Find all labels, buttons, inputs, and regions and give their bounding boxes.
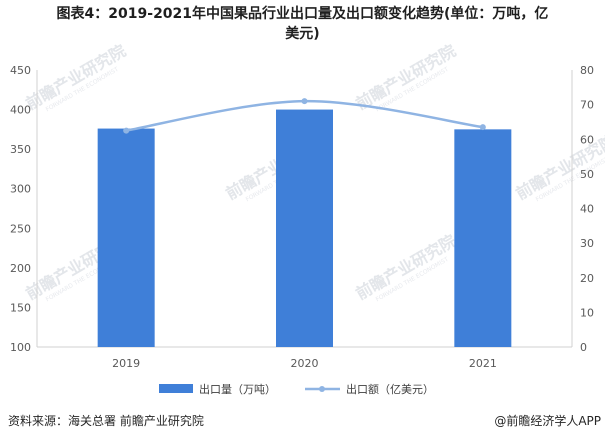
x-tick-label: 2019 bbox=[112, 357, 140, 370]
bar bbox=[454, 129, 512, 347]
source-note: 资料来源：海关总署 前瞻产业研究院 bbox=[8, 414, 204, 428]
y-left-tick-label: 100 bbox=[10, 341, 31, 354]
y-right-tick-label: 0 bbox=[580, 341, 587, 354]
y-left-tick-label: 350 bbox=[10, 143, 31, 156]
brand-credit: @前瞻经济学人APP bbox=[494, 414, 601, 428]
y-right-tick-label: 10 bbox=[580, 306, 594, 319]
y-right-tick-label: 60 bbox=[580, 133, 594, 146]
y-right-tick-label: 50 bbox=[580, 168, 594, 181]
y-left-tick-label: 450 bbox=[10, 64, 31, 77]
y-right-tick-label: 20 bbox=[580, 272, 594, 285]
watermark-text: 前瞻产业研究院 bbox=[353, 231, 460, 303]
line-point bbox=[301, 98, 308, 105]
watermark-text: 前瞻产业研究院 bbox=[23, 41, 130, 113]
y-left-tick-label: 300 bbox=[10, 183, 31, 196]
watermark-text: 前瞻产业研究院 bbox=[353, 41, 460, 113]
y-right-tick-label: 30 bbox=[580, 237, 594, 250]
y-right-tick-label: 40 bbox=[580, 203, 594, 216]
chart-title-line-2: 美元) bbox=[285, 26, 320, 42]
legend-line-marker bbox=[319, 386, 325, 392]
bar bbox=[276, 109, 333, 347]
y-left-tick-label: 400 bbox=[10, 104, 31, 117]
x-tick-label: 2020 bbox=[291, 357, 319, 370]
legend-line-label: 出口额（亿美元） bbox=[346, 382, 434, 396]
legend-bar-label: 出口量（万吨） bbox=[199, 382, 276, 396]
bar bbox=[97, 128, 155, 347]
line-point bbox=[479, 124, 486, 131]
chart-title-line-1: 图表4：2019-2021年中国果品行业出口量及出口额变化趋势(单位：万吨，亿 bbox=[56, 6, 549, 22]
x-tick-label: 2021 bbox=[469, 357, 497, 370]
y-left-tick-label: 250 bbox=[10, 222, 31, 235]
legend-bar-swatch bbox=[159, 384, 193, 393]
y-left-tick-label: 200 bbox=[10, 262, 31, 275]
line-point bbox=[123, 127, 130, 134]
y-right-tick-label: 80 bbox=[580, 64, 594, 77]
y-right-tick-label: 70 bbox=[580, 99, 594, 112]
chart-title: 图表4：2019-2021年中国果品行业出口量及出口额变化趋势(单位：万吨，亿 … bbox=[0, 4, 605, 44]
y-left-tick-label: 150 bbox=[10, 301, 31, 314]
